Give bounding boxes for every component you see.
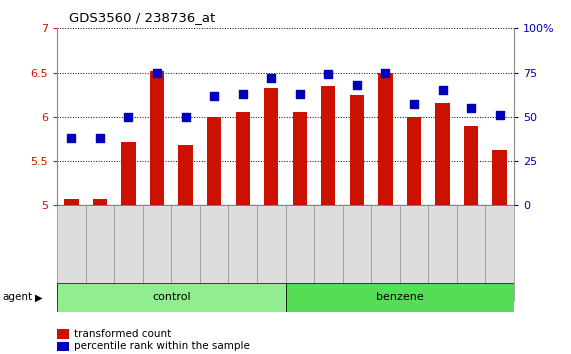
Point xyxy=(152,70,162,75)
Point xyxy=(95,135,104,141)
Text: percentile rank within the sample: percentile rank within the sample xyxy=(74,341,250,351)
Text: transformed count: transformed count xyxy=(74,329,171,339)
Bar xyxy=(292,112,307,205)
Text: ▶: ▶ xyxy=(35,292,43,302)
Point xyxy=(295,91,304,97)
Bar xyxy=(349,95,364,205)
Bar xyxy=(286,283,514,312)
Bar xyxy=(150,71,164,205)
Text: GDS3560 / 238736_at: GDS3560 / 238736_at xyxy=(69,11,215,24)
Bar xyxy=(64,199,78,205)
Text: agent: agent xyxy=(3,292,33,302)
Point xyxy=(467,105,476,111)
Point xyxy=(495,112,504,118)
Point xyxy=(267,75,276,81)
Bar xyxy=(235,112,250,205)
Bar xyxy=(407,117,421,205)
Text: control: control xyxy=(152,292,191,302)
Bar xyxy=(178,145,193,205)
Bar xyxy=(435,103,450,205)
Text: benzene: benzene xyxy=(376,292,424,302)
Bar xyxy=(378,74,392,205)
Point xyxy=(352,82,361,88)
Point xyxy=(67,135,76,141)
Point xyxy=(124,114,133,120)
Point xyxy=(238,91,247,97)
Point xyxy=(181,114,190,120)
Point xyxy=(210,93,219,98)
Bar xyxy=(207,117,221,205)
Point xyxy=(324,72,333,77)
Point xyxy=(438,87,447,93)
Point xyxy=(381,70,390,75)
Bar xyxy=(93,199,107,205)
Bar xyxy=(321,86,335,205)
Bar xyxy=(492,150,506,205)
Bar xyxy=(57,283,286,312)
Bar xyxy=(57,342,69,351)
Bar xyxy=(121,142,135,205)
Bar xyxy=(57,329,69,338)
Bar xyxy=(464,126,478,205)
Bar xyxy=(264,88,278,205)
Point xyxy=(409,102,419,107)
